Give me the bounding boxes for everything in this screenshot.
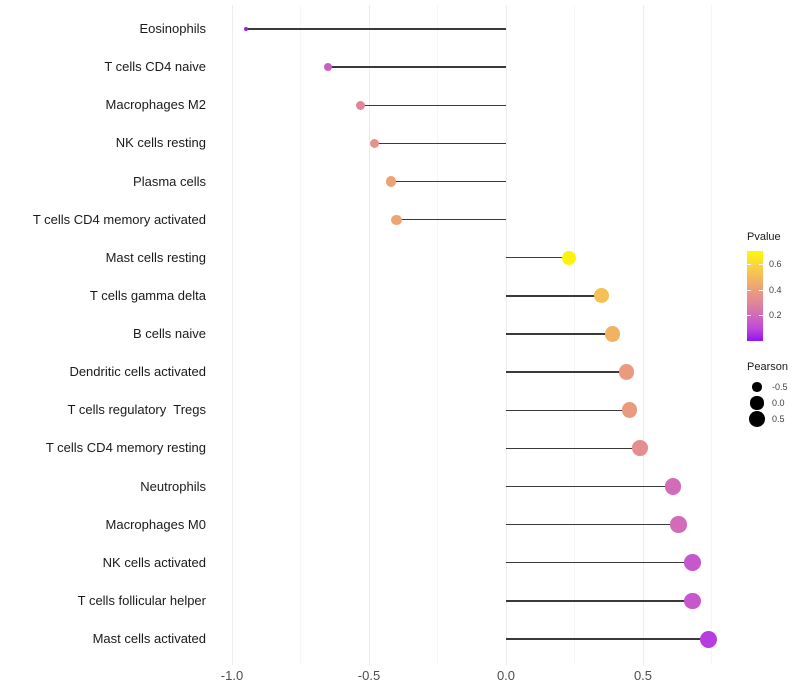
colorbar-tick-mark [759,315,763,317]
lollipop-dot [700,630,718,648]
y-axis-label: T cells CD4 memory activated [32,211,206,227]
lollipop-stem [374,142,506,145]
lollipop-dot [243,27,248,31]
y-axis-label: T cells regulatory Tregs [67,402,206,418]
lollipop-dot [683,554,701,572]
y-axis-label: Dendritic cells activated [69,364,206,380]
lollipop-dot [605,326,621,342]
x-axis-tick-label: -1.0 [220,668,244,683]
colorbar-tick-mark [747,315,751,317]
y-axis-label: Mast cells resting [105,249,206,265]
lollipop-dot [385,176,396,187]
lollipop-dot [323,63,332,72]
lollipop-dot [618,364,635,380]
gridline-minor [300,5,301,665]
lollipop-stem [245,28,506,30]
y-axis-label: T cells CD4 memory resting [45,440,206,456]
gridline-major [231,5,233,665]
pearson-size-label: -0.5 [772,382,788,392]
lollipop-dot [369,138,380,149]
gridline-minor [711,5,712,665]
pearson-legend-title: Pearson [747,361,788,373]
gridline-minor [437,5,438,665]
y-axis-label: Neutrophils [140,478,206,494]
lollipop-dot [632,440,649,457]
lollipop-stem [506,523,679,526]
lollipop-stem [506,333,613,335]
lollipop-stem [506,485,674,488]
y-axis-label: Eosinophils [139,21,207,36]
lollipop-dot [356,100,366,110]
y-axis-label: Mast cells activated [92,631,206,646]
lollipop-stem [506,295,602,297]
lollipop-stem [506,447,641,450]
y-axis-label: Plasma cells [133,173,206,189]
pearson-size-dot [750,396,764,410]
pearson-size-dot [752,382,762,392]
gridline-major [642,5,644,665]
colorbar-tick-label: 0.4 [769,284,782,295]
lollipop-dot [670,516,687,533]
colorbar-tick-mark [759,263,763,265]
lollipop-dot [664,478,682,495]
x-axis-tick-label: 0.5 [633,668,653,683]
y-axis-label: Macrophages M2 [105,97,206,113]
pvalue-legend-title: Pvalue [747,231,781,243]
lollipop-stem [360,104,506,106]
colorbar-tick-mark [747,289,751,291]
y-axis-label: T cells follicular helper [77,592,206,608]
colorbar-tick-mark [747,263,751,265]
lollipop-stem [506,600,693,602]
gridline-major [368,5,370,665]
lollipop-stem [327,66,506,68]
plot-panel [218,5,732,665]
lollipop-stem [506,371,627,373]
gridline-major [505,5,507,665]
lollipop-stem [396,218,506,221]
colorbar-tick-mark [759,289,763,291]
lollipop-stem [506,409,630,411]
x-axis-tick-label: 0.0 [496,668,516,683]
pearson-size-dot [749,411,765,427]
gridline-minor [574,5,575,665]
y-axis-label: B cells naive [133,326,206,341]
y-axis-label: T cells CD4 naive [104,59,206,75]
x-axis-tick-label: -0.5 [357,668,381,683]
lollipop-dot [391,214,402,225]
lollipop-dot [561,250,577,265]
lollipop-stem [506,257,570,259]
lollipop-dot [683,592,701,610]
lollipop-stem [390,180,506,183]
y-axis-label: NK cells resting [115,135,206,151]
lollipop-dot [621,402,638,419]
pvalue-colorbar [747,251,763,341]
y-axis-label: Macrophages M0 [105,516,206,532]
lollipop-stem [506,562,693,564]
pearson-size-label: 0.5 [772,414,785,424]
colorbar-tick-label: 0.2 [769,310,782,321]
lollipop-dot [594,288,610,304]
pearson-size-label: 0.0 [772,398,785,408]
lollipop-stem [506,638,709,640]
y-axis-label: NK cells activated [102,554,206,570]
colorbar-tick-label: 0.6 [769,258,782,269]
y-axis-label: T cells gamma delta [89,287,206,303]
